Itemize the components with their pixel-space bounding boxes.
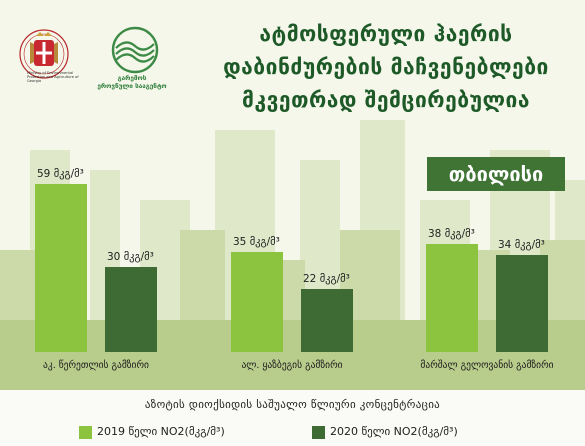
bar-2019-0: [35, 183, 87, 352]
headline-line-3: მკვეთრად შემცირებულია: [241, 88, 531, 112]
agency-name-line1: გარემოს: [117, 74, 147, 82]
value-label-2020-0: 30 მკგ/მ³: [107, 250, 154, 263]
ministry-name: Ministry of Environmental Protection and…: [27, 71, 79, 84]
agency-name: გარემოს ეროვნული სააგენტო: [82, 74, 182, 90]
value-label-2019-2: 38 მკგ/მ³: [428, 227, 475, 240]
headline-line-2: დაბინძურების მაჩვენებლები: [223, 55, 549, 79]
agency-name-line2: ეროვნული სააგენტო: [97, 82, 167, 90]
bar-2019-2: [426, 243, 478, 352]
environment-agency-logo: [96, 26, 174, 116]
chart-caption: აზოტის დიოქსიდის საშუალო წლიური კონცენტრ…: [144, 398, 441, 411]
legend-label-2020: 2020 წელი NO2(მკგ/მ³): [330, 425, 458, 438]
category-label-0: აკ. წერეთლის გამზირი: [43, 360, 149, 371]
value-label-2019-1: 35 მკგ/მ³: [233, 236, 280, 249]
legend-swatch-2019: [79, 426, 92, 439]
headline-line-1: ატმოსფერული ჰაერის: [259, 22, 513, 46]
category-label-1: ალ. ყაზბეგის გამზირი: [241, 360, 343, 371]
bar-2020-0: [105, 266, 157, 352]
legend-label-2019: 2019 წელი NO2(მკგ/მ³): [97, 425, 225, 438]
legend-swatch-2020: [312, 426, 325, 439]
category-label-2: მარშალ გელოვანის გამზირი: [420, 360, 554, 371]
bar-2020-2: [496, 255, 548, 352]
city-badge: თბილისი: [427, 157, 565, 191]
bar-2019-1: [231, 252, 283, 352]
government-coat-of-arms-logo: [8, 26, 80, 118]
bar-2020-1: [301, 289, 353, 352]
value-label-2020-1: 22 მკგ/მ³: [303, 273, 350, 286]
value-label-2020-2: 34 მკგ/მ³: [498, 239, 545, 252]
value-label-2019-0: 59 მკგ/მ³: [37, 167, 84, 180]
